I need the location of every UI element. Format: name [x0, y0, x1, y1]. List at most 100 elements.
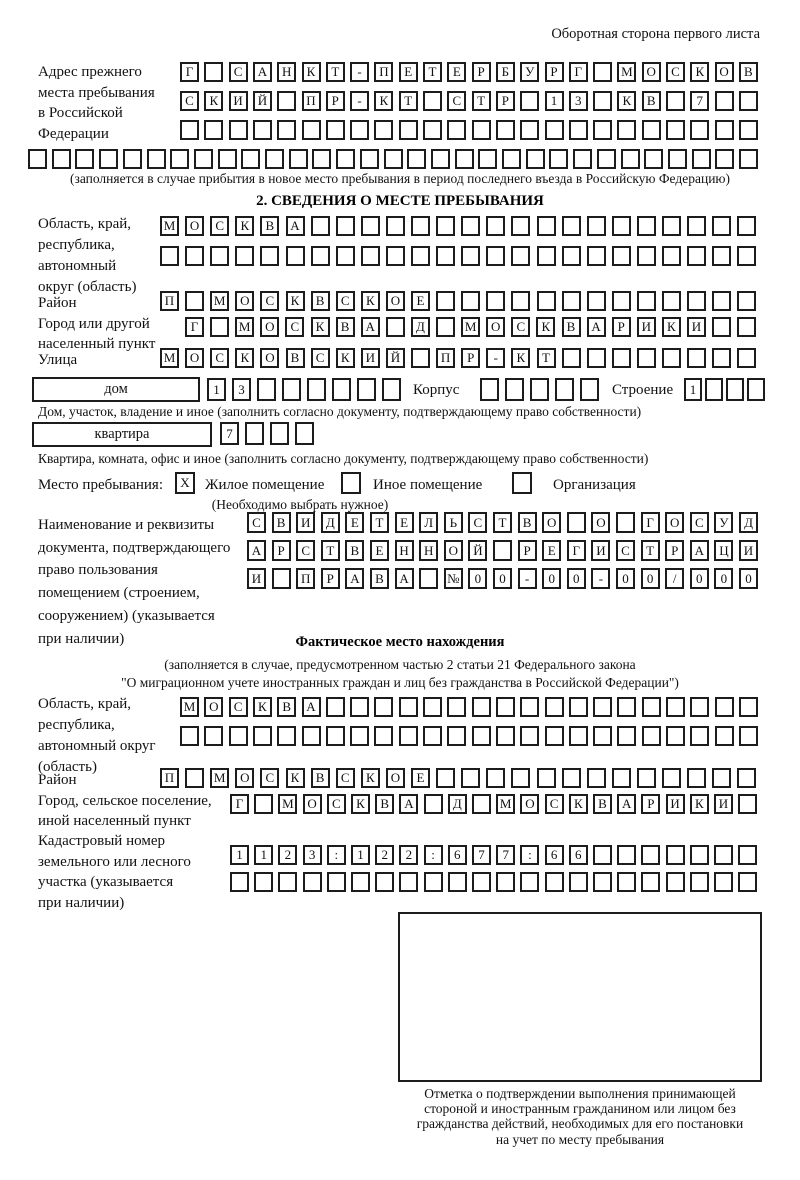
- char-cell[interactable]: К: [360, 291, 380, 311]
- char-cell[interactable]: [617, 872, 637, 892]
- char-cell[interactable]: И: [714, 794, 733, 814]
- char-cell[interactable]: 1: [254, 845, 274, 865]
- char-cell[interactable]: [690, 697, 710, 717]
- char-cell[interactable]: А: [247, 540, 266, 561]
- char-cell[interactable]: -: [486, 348, 506, 368]
- char-cell[interactable]: Д: [320, 512, 340, 533]
- char-cell[interactable]: [325, 726, 345, 746]
- char-cell[interactable]: [252, 726, 272, 746]
- char-cell[interactable]: Ь: [443, 512, 463, 533]
- char-cell[interactable]: [611, 768, 631, 788]
- char-cell[interactable]: Й: [385, 348, 405, 368]
- char-cell[interactable]: Е: [370, 540, 389, 561]
- char-cell[interactable]: [423, 872, 443, 892]
- char-cell[interactable]: 2: [375, 845, 395, 865]
- char-cell[interactable]: [593, 845, 612, 865]
- char-cell[interactable]: Н: [419, 540, 439, 561]
- char-cell[interactable]: А: [617, 794, 637, 814]
- char-cell[interactable]: Г: [185, 317, 204, 337]
- char-cell[interactable]: [580, 378, 599, 401]
- char-cell[interactable]: [536, 246, 556, 266]
- char-cell[interactable]: [335, 246, 355, 266]
- char-cell[interactable]: [398, 697, 418, 717]
- char-cell[interactable]: [662, 291, 681, 311]
- char-cell[interactable]: [714, 697, 734, 717]
- char-cell[interactable]: И: [247, 568, 266, 589]
- char-cell[interactable]: [568, 872, 588, 892]
- char-cell[interactable]: Р: [517, 540, 537, 561]
- char-cell[interactable]: [461, 216, 481, 236]
- char-cell[interactable]: [738, 872, 758, 892]
- char-cell[interactable]: П: [374, 62, 394, 82]
- char-cell[interactable]: [374, 120, 394, 140]
- char-cell[interactable]: [593, 697, 613, 717]
- char-cell[interactable]: М: [461, 317, 481, 337]
- char-cell[interactable]: [436, 768, 456, 788]
- char-cell[interactable]: С: [544, 794, 564, 814]
- char-cell[interactable]: [350, 697, 370, 717]
- char-cell[interactable]: [712, 291, 732, 311]
- char-cell[interactable]: [282, 378, 301, 401]
- char-cell[interactable]: [520, 697, 540, 717]
- char-cell[interactable]: [185, 768, 205, 788]
- char-cell[interactable]: [447, 726, 467, 746]
- char-cell[interactable]: О: [302, 794, 322, 814]
- char-cell[interactable]: 6: [568, 845, 588, 865]
- char-cell[interactable]: :: [326, 845, 346, 865]
- char-cell[interactable]: В: [738, 62, 758, 82]
- char-cell[interactable]: А: [586, 317, 606, 337]
- char-cell[interactable]: [423, 726, 442, 746]
- char-cell[interactable]: 7: [220, 422, 239, 445]
- char-cell[interactable]: [265, 149, 284, 169]
- char-cell[interactable]: А: [285, 216, 305, 236]
- char-cell[interactable]: С: [335, 291, 355, 311]
- char-cell[interactable]: :: [520, 845, 540, 865]
- char-cell[interactable]: К: [661, 317, 681, 337]
- char-cell[interactable]: [549, 149, 569, 169]
- char-cell[interactable]: [411, 246, 430, 266]
- char-cell[interactable]: [586, 246, 606, 266]
- char-cell[interactable]: [593, 872, 612, 892]
- char-cell[interactable]: [536, 216, 556, 236]
- char-cell[interactable]: Т: [640, 540, 660, 561]
- char-cell[interactable]: Р: [544, 62, 564, 82]
- char-cell[interactable]: [461, 768, 481, 788]
- char-cell[interactable]: А: [345, 568, 365, 589]
- char-cell[interactable]: В: [517, 512, 537, 533]
- char-cell[interactable]: [301, 726, 321, 746]
- char-cell[interactable]: С: [310, 348, 330, 368]
- char-cell[interactable]: [662, 348, 681, 368]
- char-cell[interactable]: [312, 149, 332, 169]
- char-cell[interactable]: [568, 726, 588, 746]
- char-cell[interactable]: Г: [640, 512, 660, 533]
- char-cell[interactable]: С: [468, 512, 488, 533]
- char-cell[interactable]: Д: [410, 317, 430, 337]
- char-cell[interactable]: О: [385, 291, 405, 311]
- char-cell[interactable]: [502, 149, 521, 169]
- char-cell[interactable]: М: [160, 216, 179, 236]
- char-cell[interactable]: [641, 120, 661, 140]
- char-cell[interactable]: В: [335, 317, 355, 337]
- char-cell[interactable]: [335, 216, 355, 236]
- char-cell[interactable]: [687, 216, 707, 236]
- char-cell[interactable]: [536, 768, 556, 788]
- char-cell[interactable]: [486, 291, 506, 311]
- char-cell[interactable]: [295, 422, 314, 445]
- char-cell[interactable]: [636, 768, 656, 788]
- char-cell[interactable]: К: [235, 216, 255, 236]
- char-cell[interactable]: [617, 845, 637, 865]
- char-cell[interactable]: [596, 149, 616, 169]
- char-cell[interactable]: 0: [468, 568, 488, 589]
- char-cell[interactable]: [310, 246, 330, 266]
- char-cell[interactable]: А: [394, 568, 414, 589]
- char-cell[interactable]: М: [278, 794, 298, 814]
- char-cell[interactable]: М: [235, 317, 255, 337]
- char-cell[interactable]: [520, 872, 540, 892]
- char-cell[interactable]: [738, 794, 758, 814]
- char-cell[interactable]: [495, 697, 515, 717]
- char-cell[interactable]: В: [370, 568, 389, 589]
- char-cell[interactable]: [561, 348, 581, 368]
- char-cell[interactable]: В: [345, 540, 365, 561]
- char-cell[interactable]: [204, 62, 224, 82]
- char-cell[interactable]: [419, 568, 439, 589]
